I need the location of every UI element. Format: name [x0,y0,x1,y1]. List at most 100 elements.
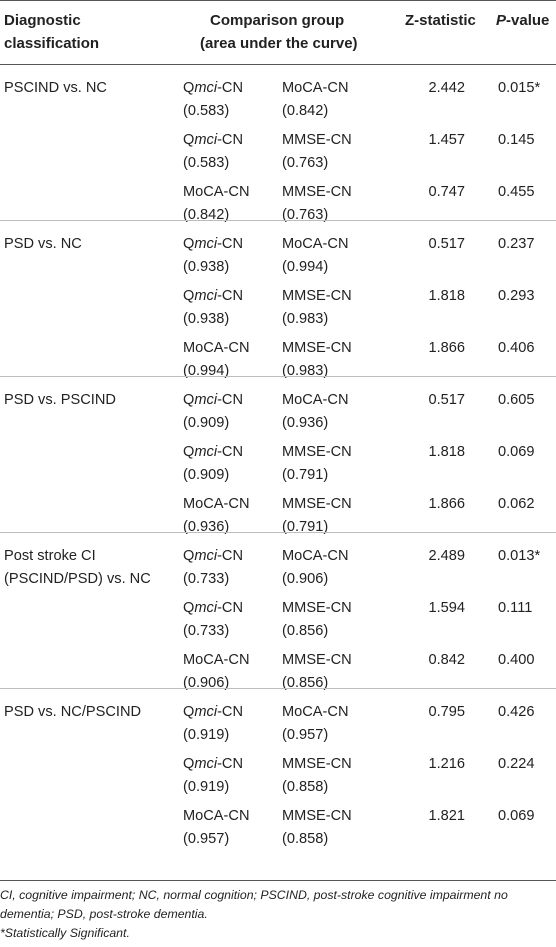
z-statistic-value: 1.216 [428,756,465,772]
bottom-rule [0,880,556,881]
p-value: 0.237 [498,236,535,252]
z-statistic-value: 0.842 [428,652,465,668]
comparison-b-test: MoCA-CN [282,545,348,568]
comparison-b-test: MoCA-CN [282,389,348,412]
test-name-prefix: MMSE-CN [282,288,352,304]
test-name-suffix: -CN [217,444,244,460]
test-name-suffix: -CN [217,288,244,304]
test-name-prefix: MMSE-CN [282,340,352,356]
test-name-prefix: Q [183,548,195,564]
test-name-suffix: -CN [217,132,244,148]
comparison-b-test: MMSE-CN [282,285,352,308]
top-rule [0,0,556,1]
auc-b-value: (0.936) [282,415,329,431]
p-value: 0.455 [498,184,535,200]
diagnostic-classification-label: Post stroke CI (PSCIND/PSD) vs. NC [4,548,151,587]
z-statistic-value: 1.594 [428,600,465,616]
auc-b-value: (0.994) [282,259,329,275]
test-name-prefix: MMSE-CN [282,652,352,668]
header-rule [0,64,556,65]
auc-a-value: (0.919) [183,779,230,795]
comparison-a-test: MoCA-CN [183,805,249,828]
comparison-a-test: Qmci-CN [183,129,243,152]
test-name-italic: mci [194,236,218,252]
diagnostic-classification-label: PSD vs. NC [4,236,82,252]
test-name-prefix: Q [183,80,195,96]
test-name-prefix: MoCA-CN [282,392,349,408]
comparison-b-test: MMSE-CN [282,805,352,828]
footnote-abbreviations: CI, cognitive impairment; NC, normal cog… [0,888,508,921]
comparison-b-test: MMSE-CN [282,337,352,360]
test-name-prefix: MMSE-CN [282,496,352,512]
diagnostic-classification-label: PSD vs. PSCIND [4,392,116,408]
comparison-a-test: Qmci-CN [183,77,243,100]
auc-a-value: (0.919) [183,727,230,743]
p-value: 0.406 [498,340,535,356]
test-name-prefix: MMSE-CN [282,184,352,200]
test-name-prefix: MoCA-CN [183,340,250,356]
p-value: 0.426 [498,704,535,720]
p-value: 0.224 [498,756,535,772]
test-name-prefix: MMSE-CN [282,444,352,460]
test-name-prefix: Q [183,600,195,616]
comparison-b-test: MoCA-CN [282,233,348,256]
test-name-suffix: -CN [217,236,244,252]
comparison-b-test: MMSE-CN [282,441,352,464]
auc-b-value: (0.842) [282,103,329,119]
test-name-suffix: -CN [217,600,244,616]
test-name-prefix: MoCA-CN [183,808,250,824]
test-name-prefix: MMSE-CN [282,600,352,616]
p-value: 0.069 [498,808,535,824]
auc-a-value: (0.733) [183,623,230,639]
auc-a-value: (0.733) [183,571,230,587]
comparison-a-test: MoCA-CN [183,181,249,204]
comparison-a-test: Qmci-CN [183,389,243,412]
auc-a-value: (0.583) [183,155,230,171]
test-name-italic: mci [194,548,218,564]
auc-b-value: (0.763) [282,207,329,223]
p-value: 0.013* [498,548,541,564]
test-name-prefix: MoCA-CN [282,236,349,252]
auc-b-value: (0.983) [282,363,329,379]
group-divider [0,688,556,689]
auc-b-value: (0.791) [282,519,329,535]
p-value: 0.605 [498,392,535,408]
test-name-italic: mci [194,444,218,460]
auc-a-value: (0.957) [183,831,230,847]
test-name-prefix: MoCA-CN [282,80,349,96]
test-name-prefix: Q [183,288,195,304]
auc-b-value: (0.763) [282,155,329,171]
auc-b-value: (0.906) [282,571,329,587]
comparison-a-test: Qmci-CN [183,545,243,568]
test-name-italic: mci [194,600,218,616]
footnote-significance: *Statistically Significant. [0,926,130,940]
z-statistic-value: 2.442 [428,80,465,96]
auc-a-value: (0.936) [183,519,230,535]
test-name-prefix: MMSE-CN [282,132,352,148]
auc-b-value: (0.957) [282,727,329,743]
test-name-italic: mci [194,80,218,96]
p-value: 0.015* [498,80,541,96]
z-statistic-value: 0.795 [428,704,465,720]
test-name-suffix: -CN [217,548,244,564]
z-statistic-value: 0.517 [428,392,465,408]
auc-a-value: (0.906) [183,675,230,691]
test-name-prefix: MoCA-CN [183,652,250,668]
comparison-b-test: MMSE-CN [282,493,352,516]
auc-b-value: (0.791) [282,467,329,483]
test-name-suffix: -CN [217,392,244,408]
header-comparison-group: Comparison group [210,12,345,29]
z-statistic-value: 1.457 [428,132,465,148]
comparison-a-test: MoCA-CN [183,337,249,360]
auc-a-value: (0.938) [183,259,230,275]
test-name-prefix: MoCA-CN [282,548,349,564]
auc-b-value: (0.983) [282,311,329,327]
test-name-italic: mci [194,756,218,772]
test-name-italic: mci [194,288,218,304]
z-statistic-value: 1.866 [428,340,465,356]
comparison-b-test: MMSE-CN [282,753,352,776]
z-statistic-value: 1.866 [428,496,465,512]
p-value: 0.293 [498,288,535,304]
p-value: 0.062 [498,496,535,512]
z-statistic-value: 0.517 [428,236,465,252]
